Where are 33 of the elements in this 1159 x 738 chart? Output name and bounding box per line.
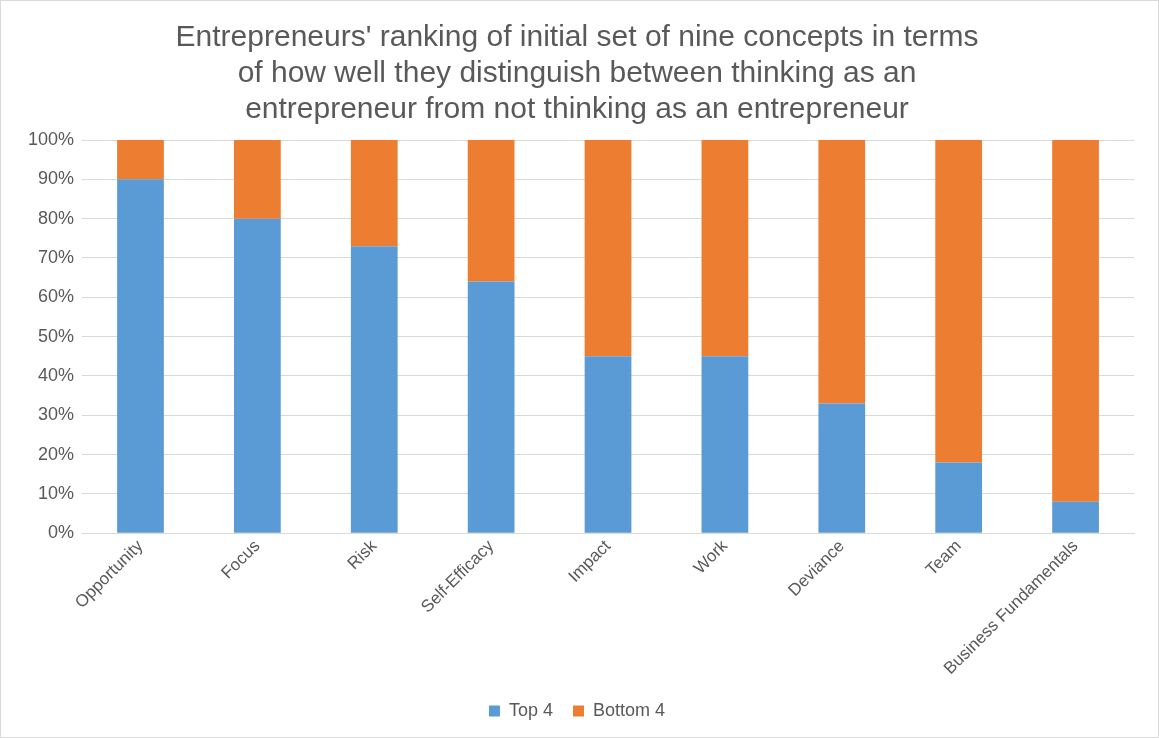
bar	[350, 246, 398, 533]
y-tick-label: 100%	[27, 128, 75, 149]
bar	[701, 140, 749, 357]
bar	[467, 140, 515, 282]
y-tick-label: 50%	[38, 325, 75, 346]
y-tick-label: 80%	[38, 207, 75, 228]
bar	[467, 281, 515, 533]
x-tick-label: Risk	[343, 535, 381, 574]
bar	[584, 356, 632, 533]
bar	[350, 140, 398, 247]
y-tick-label: 60%	[38, 286, 75, 307]
bar	[584, 140, 632, 357]
bar	[117, 179, 164, 533]
bar	[1052, 140, 1099, 502]
bar	[117, 140, 164, 180]
bar	[818, 140, 866, 404]
bar	[818, 403, 866, 533]
bar	[233, 140, 281, 219]
bar	[233, 218, 281, 533]
legend-label: Bottom 4	[593, 699, 666, 720]
y-tick-label: 20%	[38, 443, 75, 464]
bar	[701, 356, 749, 533]
y-tick-label: 40%	[38, 364, 75, 385]
bar	[935, 140, 983, 463]
legend-label: Top 4	[508, 699, 554, 720]
y-tick-label: 70%	[38, 246, 75, 267]
y-tick-label: 10%	[38, 482, 75, 503]
y-tick-label: 0%	[48, 522, 75, 543]
chart-title: Entrepreneurs' ranking of initial set of nine concepts in terms of how well they distinguish between thinking as an entrepreneur from not thinking as an entrepreneur	[175, 19, 979, 125]
bar	[1052, 501, 1099, 533]
y-tick-label: 90%	[38, 168, 75, 189]
bar	[935, 462, 983, 533]
y-tick-label: 30%	[38, 404, 75, 425]
